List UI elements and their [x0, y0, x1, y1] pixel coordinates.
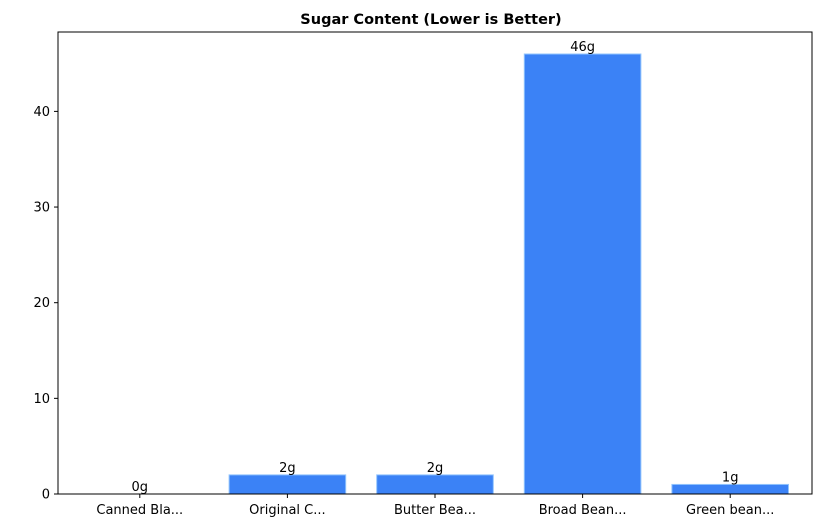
- data-labels-group: 0g 2g 2g 46g 1g: [132, 40, 739, 495]
- x-tick-label: Canned Bla...: [96, 503, 183, 518]
- y-axis: 0 10 20 30 40: [33, 105, 58, 503]
- x-tick-label: Butter Bea...: [394, 503, 476, 518]
- y-tick-label: 40: [33, 105, 50, 120]
- bar: [523, 53, 642, 495]
- chart-title: Sugar Content (Lower is Better): [300, 12, 561, 28]
- bars-group: [228, 53, 790, 495]
- bar-value-label: 0g: [132, 480, 149, 495]
- x-tick-label: Original C...: [249, 503, 325, 518]
- y-tick-label: 0: [42, 488, 50, 503]
- plot-frame: [57, 31, 813, 495]
- bar-value-label: 46g: [570, 40, 595, 55]
- bar-value-label: 1g: [722, 470, 739, 485]
- y-tick-label: 10: [33, 392, 50, 407]
- y-tick-label: 20: [33, 296, 50, 311]
- bar-value-label: 2g: [279, 461, 296, 476]
- bar: [228, 474, 347, 495]
- bar: [671, 483, 790, 495]
- y-tick-label: 30: [33, 201, 50, 216]
- bar-value-label: 2g: [427, 461, 444, 476]
- x-axis: Canned Bla... Original C... Butter Bea... B…: [96, 494, 774, 518]
- bar: [376, 474, 494, 495]
- x-tick-label: Green bean...: [686, 503, 774, 518]
- x-tick-label: Broad Bean...: [539, 503, 627, 518]
